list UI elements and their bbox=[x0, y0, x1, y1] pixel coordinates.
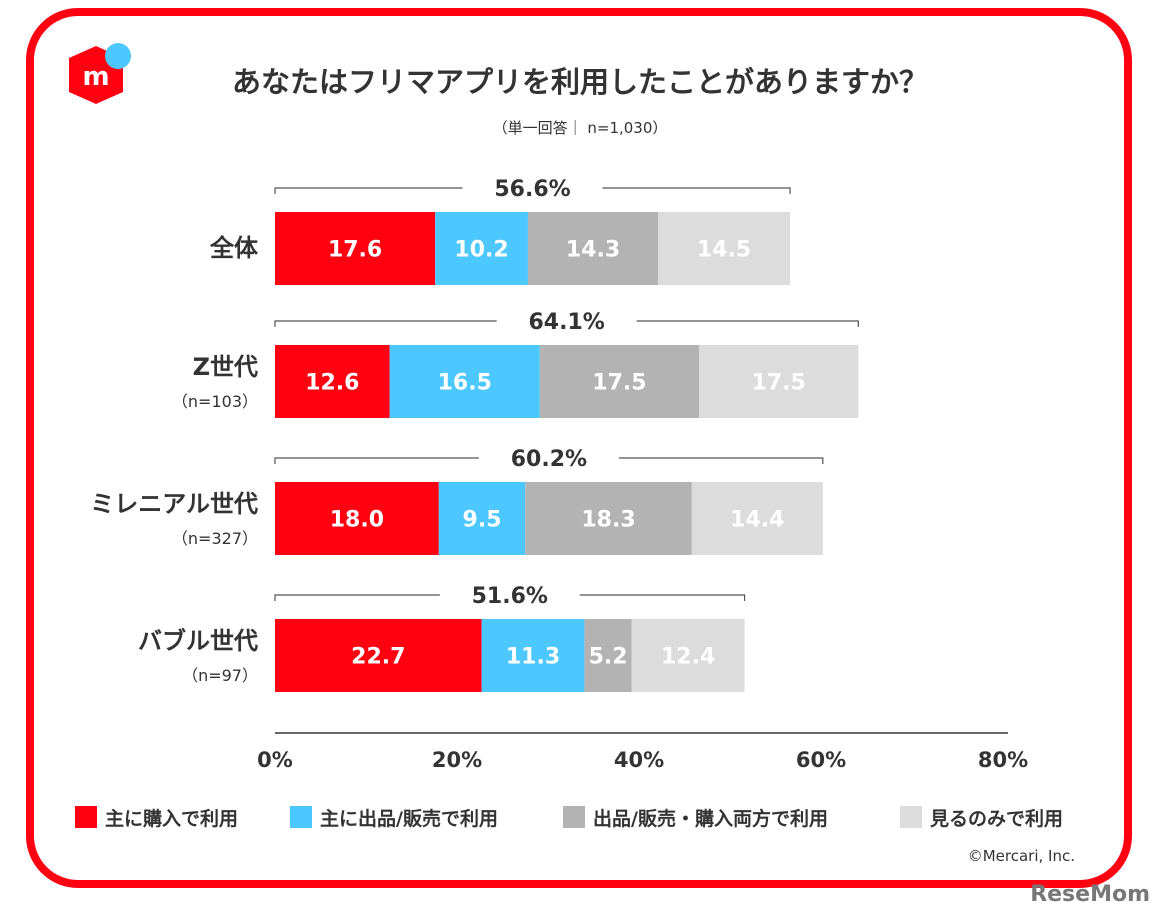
legend-swatch bbox=[563, 806, 585, 828]
x-tick-label: 20% bbox=[432, 748, 482, 772]
mercari-logo: m bbox=[69, 43, 131, 104]
legend-label: 主に購入で利用 bbox=[105, 807, 238, 830]
bar-segment bbox=[275, 212, 436, 285]
total-label: 51.6% bbox=[472, 584, 548, 609]
bar-value-label: 17.6 bbox=[328, 238, 382, 263]
bar-segment bbox=[435, 212, 528, 285]
total-bracket bbox=[274, 457, 824, 464]
bar-segment bbox=[275, 482, 439, 555]
chart-subtitle: （単一回答｜ n=1,030） bbox=[493, 119, 668, 137]
bar-value-label: 14.4 bbox=[730, 508, 784, 533]
total-bracket bbox=[274, 187, 791, 194]
category-sample-size: （n=103） bbox=[172, 392, 258, 411]
chart-title: あなたはフリマアプリを利用したことがありますか？ bbox=[232, 65, 928, 99]
legend-swatch bbox=[290, 806, 312, 828]
bar-value-label: 14.3 bbox=[566, 238, 620, 263]
bar-value-label: 22.7 bbox=[351, 645, 405, 670]
bar-segment bbox=[389, 345, 540, 418]
bar-value-label: 5.2 bbox=[589, 645, 628, 670]
category-label: ミレニアル世代 bbox=[90, 490, 258, 518]
bar-segment bbox=[631, 619, 745, 692]
bar-value-label: 17.5 bbox=[592, 371, 646, 396]
bar-value-label: 11.3 bbox=[506, 645, 560, 670]
bar-segment bbox=[275, 345, 390, 418]
x-tick-label: 0% bbox=[257, 748, 293, 772]
x-tick-label: 80% bbox=[978, 748, 1028, 772]
bar-segment bbox=[527, 212, 659, 285]
bar-value-label: 14.5 bbox=[697, 238, 751, 263]
bar-value-label: 17.5 bbox=[752, 371, 806, 396]
total-label: 60.2% bbox=[511, 447, 587, 472]
legend-swatch bbox=[75, 806, 97, 828]
bar-value-label: 18.0 bbox=[330, 508, 384, 533]
bar-segment bbox=[699, 345, 859, 418]
total-bracket bbox=[274, 594, 746, 601]
category-label: Z世代 bbox=[193, 353, 258, 381]
total-label: 64.1% bbox=[528, 310, 604, 335]
bar-value-label: 12.6 bbox=[305, 371, 359, 396]
logo-letter: m bbox=[82, 62, 109, 92]
bar-value-label: 18.3 bbox=[581, 508, 635, 533]
bar-value-label: 12.4 bbox=[661, 645, 715, 670]
bar-value-label: 16.5 bbox=[438, 371, 492, 396]
category-label: 全体 bbox=[209, 234, 259, 262]
bar-segment bbox=[539, 345, 700, 418]
legend-label: 出品/販売・購入両方で利用 bbox=[593, 807, 828, 830]
bar-segment bbox=[584, 619, 632, 692]
category-sample-size: （n=327） bbox=[172, 529, 258, 548]
bar-segment bbox=[691, 482, 823, 555]
category-label: バブル世代 bbox=[138, 627, 258, 655]
bar-segment bbox=[275, 619, 482, 692]
total-bracket bbox=[274, 320, 859, 327]
resemom-watermark: ReseMom bbox=[1030, 882, 1150, 907]
frame-border bbox=[26, 8, 1132, 888]
legend-label: 主に出品/販売で利用 bbox=[320, 807, 498, 830]
legend-swatch bbox=[900, 806, 922, 828]
legend-label: 見るのみで利用 bbox=[930, 808, 1063, 830]
copyright: ©Mercari, Inc. bbox=[968, 847, 1075, 865]
bar-segment bbox=[658, 212, 791, 285]
total-label: 56.6% bbox=[494, 177, 570, 202]
bar-segment bbox=[438, 482, 526, 555]
bar-value-label: 9.5 bbox=[463, 508, 502, 533]
bar-segment bbox=[481, 619, 585, 692]
x-tick-label: 40% bbox=[614, 748, 664, 772]
bar-segment bbox=[525, 482, 692, 555]
category-sample-size: （n=97） bbox=[182, 666, 258, 685]
x-tick-label: 60% bbox=[796, 748, 846, 772]
bar-value-label: 10.2 bbox=[454, 238, 508, 263]
